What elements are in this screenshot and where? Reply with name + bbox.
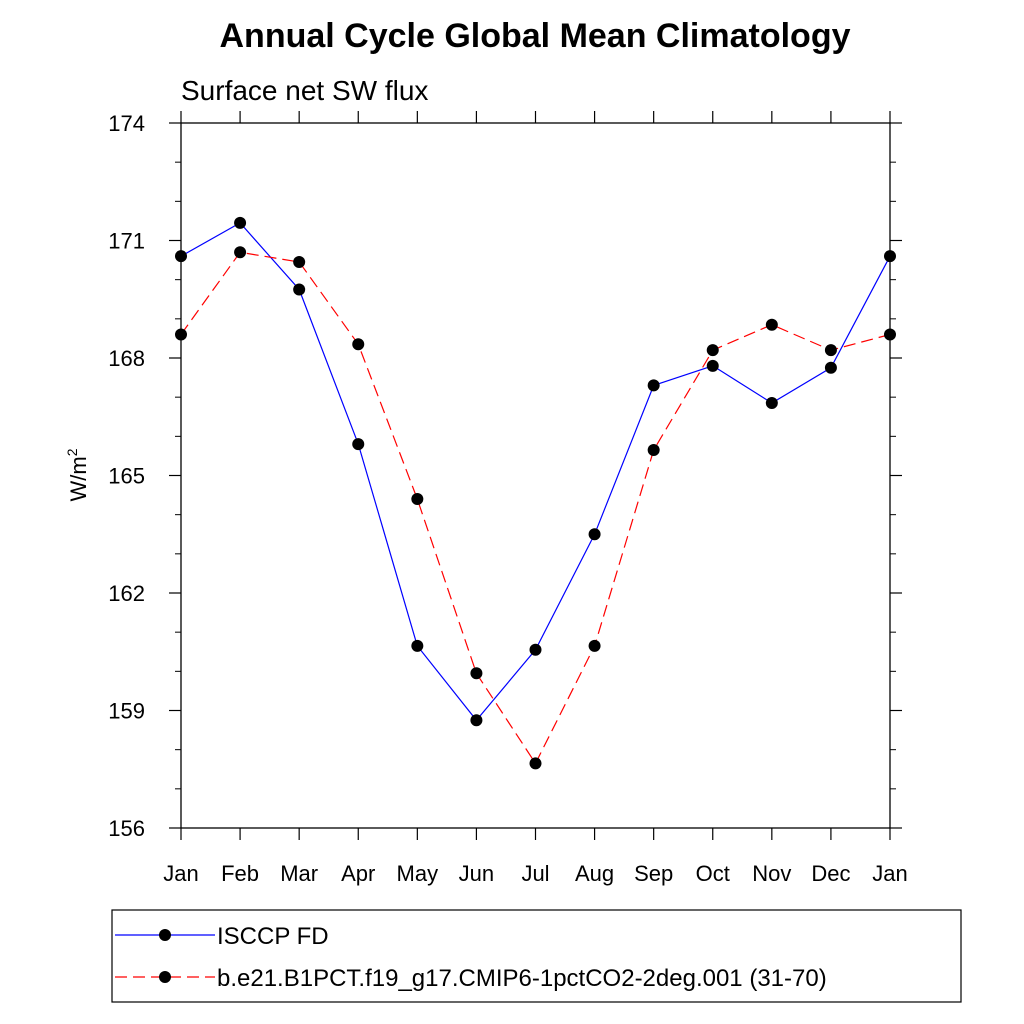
data-point-series-1 [588, 528, 601, 541]
legend-label-2: b.e21.B1PCT.f19_g17.CMIP6-1pctCO2-2deg.0… [217, 965, 827, 992]
legend-swatch-marker-2 [159, 971, 171, 983]
data-point-series-1 [470, 714, 483, 727]
data-point-series-1 [175, 250, 187, 263]
data-point-series-1 [647, 379, 660, 392]
x-tick-label: Oct [696, 861, 730, 886]
legend-label-1: ISCCP FD [217, 923, 329, 950]
data-point-series-1 [352, 438, 365, 451]
data-point-series-2 [470, 667, 483, 680]
data-point-series-1 [234, 216, 247, 229]
data-point-series-1 [293, 283, 306, 296]
data-point-series-2 [234, 246, 247, 259]
data-point-series-1 [411, 639, 424, 652]
x-tick-label: Nov [752, 861, 791, 886]
series-group [175, 216, 896, 770]
data-point-series-2 [411, 493, 424, 505]
chart-subtitle: Surface net SW flux [181, 75, 428, 106]
data-point-series-2 [352, 338, 365, 351]
y-tick-label: 162 [108, 581, 145, 606]
y-tick-label: 174 [108, 111, 145, 136]
x-tick-label: May [397, 861, 439, 886]
x-tick-label: Dec [811, 861, 850, 886]
x-tick-label: Feb [221, 861, 259, 886]
series-line-2 [180, 251, 891, 765]
data-point-series-1 [529, 643, 542, 656]
x-tick-label: Jan [872, 861, 907, 886]
x-tick-label: Apr [341, 861, 375, 886]
x-tick-label: Mar [280, 861, 318, 886]
legend-swatch-marker-1 [159, 929, 171, 941]
data-point-series-2 [529, 757, 542, 770]
y-axis-label-superscript: 2 [64, 448, 80, 456]
data-point-series-2 [588, 639, 601, 652]
data-point-series-1 [706, 359, 719, 372]
data-point-series-2 [765, 318, 778, 331]
data-point-series-2 [293, 256, 306, 269]
y-axis-label: W/m2 [64, 448, 91, 501]
x-tick-label: Sep [634, 861, 673, 886]
data-point-series-2 [884, 328, 896, 341]
data-point-series-1 [824, 361, 837, 374]
y-tick-label: 159 [108, 699, 145, 724]
legend: ISCCP FD b.e21.B1PCT.f19_g17.CMIP6-1pctCO… [115, 923, 827, 992]
plot-frame [180, 122, 891, 829]
data-point-series-1 [884, 250, 896, 263]
y-tick-label: 165 [108, 464, 145, 489]
y-tick-label: 156 [108, 816, 145, 841]
axis-ticks: 156 159 162 165 168 171 174 Jan Feb Mar Apr May Jun J… [108, 111, 908, 886]
x-tick-label: Jun [459, 861, 494, 886]
x-tick-label: Jan [163, 861, 198, 886]
chart-title: Annual Cycle Global Mean Climatology [220, 17, 851, 55]
data-point-series-2 [706, 344, 719, 357]
data-point-series-2 [175, 328, 187, 341]
data-point-series-1 [765, 397, 778, 410]
y-tick-label: 171 [108, 229, 145, 254]
data-point-series-2 [824, 344, 837, 357]
data-point-series-2 [647, 444, 660, 457]
y-axis-label-base: W/m [66, 456, 91, 501]
y-tick-label: 168 [108, 346, 145, 371]
x-tick-label: Jul [521, 861, 549, 886]
legend-box [111, 909, 962, 1003]
x-tick-label: Aug [575, 861, 614, 886]
